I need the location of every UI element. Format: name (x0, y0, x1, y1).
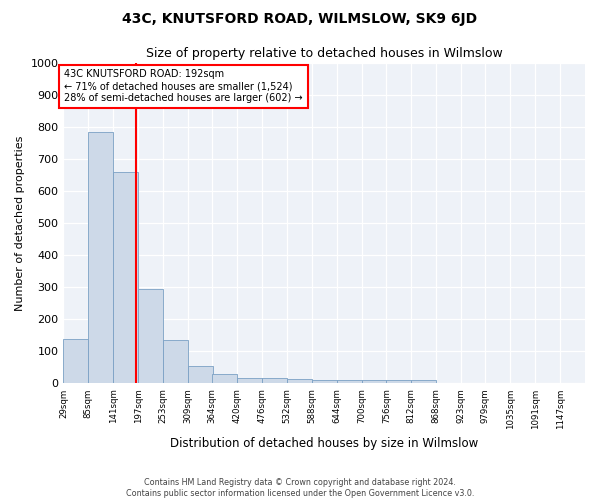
Bar (163, 340, 188, 384)
Text: 43C KNUTSFORD ROAD: 192sqm
← 71% of detached houses are smaller (1,524)
28% of s: 43C KNUTSFORD ROAD: 192sqm ← 71% of deta… (64, 70, 303, 102)
Bar (138, 289, 163, 384)
Bar (113, 172, 138, 384)
X-axis label: Distribution of detached houses by size in Wilmslow: Distribution of detached houses by size … (170, 437, 478, 450)
Text: Contains HM Land Registry data © Crown copyright and database right 2024.
Contai: Contains HM Land Registry data © Crown c… (126, 478, 474, 498)
Bar (188, 366, 212, 384)
Bar (287, 378, 312, 384)
Bar (386, 380, 411, 384)
Bar (212, 374, 237, 384)
Bar (88, 132, 113, 384)
Bar (64, 338, 88, 384)
Text: 43C, KNUTSFORD ROAD, WILMSLOW, SK9 6JD: 43C, KNUTSFORD ROAD, WILMSLOW, SK9 6JD (122, 12, 478, 26)
Bar (337, 380, 362, 384)
Bar (237, 378, 262, 384)
Bar (362, 380, 386, 384)
Bar (411, 380, 436, 384)
Bar (262, 378, 287, 384)
Title: Size of property relative to detached houses in Wilmslow: Size of property relative to detached ho… (146, 48, 503, 60)
Y-axis label: Number of detached properties: Number of detached properties (15, 136, 25, 311)
Bar (312, 380, 337, 384)
